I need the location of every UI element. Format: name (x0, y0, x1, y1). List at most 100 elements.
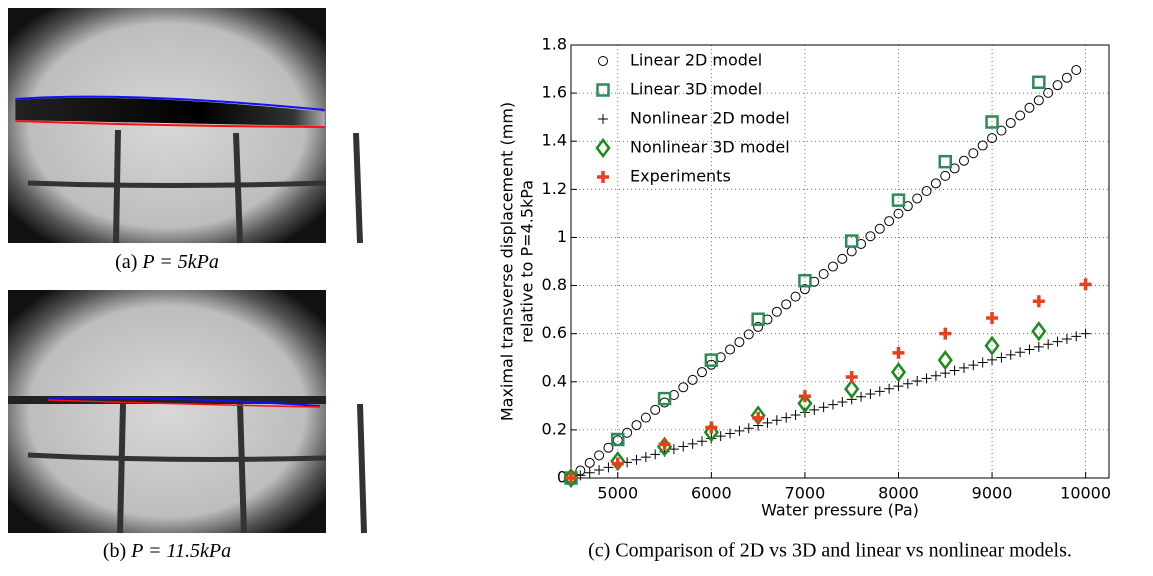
point (996, 125, 1007, 136)
point (837, 396, 848, 407)
x-tick-label: 9000 (972, 484, 1013, 503)
point (818, 269, 829, 280)
point (743, 329, 754, 340)
point (939, 327, 952, 340)
point (985, 115, 999, 129)
point (837, 253, 848, 264)
caption-formula: P = 5kPa (141, 251, 218, 273)
point (1031, 321, 1047, 342)
point (893, 208, 904, 219)
point (640, 452, 651, 463)
point (865, 231, 876, 242)
point (715, 431, 726, 442)
point (611, 432, 625, 447)
point (912, 193, 923, 204)
point (658, 438, 671, 451)
point (902, 378, 913, 389)
point (874, 386, 885, 397)
point (938, 154, 953, 169)
point (930, 178, 941, 189)
point (668, 444, 679, 455)
point (884, 216, 895, 227)
point (725, 344, 736, 355)
point (958, 362, 969, 373)
point (703, 422, 719, 443)
point (1052, 336, 1063, 347)
point (631, 420, 642, 431)
point (584, 457, 595, 468)
point (977, 140, 988, 151)
point (687, 438, 698, 449)
point (1079, 278, 1092, 291)
point (884, 383, 895, 394)
point (809, 404, 820, 415)
legend-label: Nonlinear 3D model (630, 138, 790, 157)
y-tick-label: 1.2 (542, 179, 567, 198)
point (1033, 341, 1044, 352)
point (930, 370, 941, 381)
point (798, 390, 811, 403)
x-tick-label: 5000 (597, 484, 638, 503)
legend-marker (596, 83, 610, 97)
point (696, 367, 707, 378)
plot-frame (570, 44, 1110, 479)
point (949, 365, 960, 376)
y-tick-label: 1.6 (542, 83, 567, 102)
point (968, 148, 979, 159)
point (752, 411, 765, 424)
point (1032, 75, 1046, 90)
point (1043, 87, 1054, 98)
point (678, 441, 689, 452)
point (1071, 331, 1082, 342)
caption-label: (b) (103, 540, 126, 562)
point (865, 389, 876, 400)
point (575, 470, 586, 481)
y-tick-label: 0.6 (542, 323, 567, 342)
point (846, 246, 857, 257)
point (584, 467, 595, 478)
point (844, 378, 860, 400)
legend-label: Experiments (630, 167, 731, 186)
legend-marker (598, 114, 608, 124)
point (893, 381, 904, 392)
point (827, 261, 838, 272)
point (771, 415, 782, 426)
point (940, 170, 951, 181)
point (1080, 328, 1091, 339)
point (827, 399, 838, 410)
point (921, 186, 932, 197)
legend-label: Nonlinear 2D model (630, 109, 790, 128)
point (968, 360, 979, 371)
point (631, 454, 642, 465)
y-tick-label: 0.8 (542, 275, 567, 294)
legend-marker (597, 171, 609, 183)
legend-label: Linear 3D model (630, 80, 762, 99)
point (912, 376, 923, 387)
x-axis-label: Water pressure (Pa) (761, 501, 919, 520)
point (696, 436, 707, 447)
y-tick-label: 1 (557, 227, 567, 246)
point (640, 412, 651, 423)
caption-c: (c) Comparison of 2D vs 3D and linear vs… (588, 540, 1072, 562)
point (1015, 110, 1026, 121)
point (611, 457, 624, 470)
y-axis-label: Maximal transverse displacement (mm) (498, 102, 517, 421)
point (892, 346, 905, 359)
point (844, 234, 859, 248)
point (657, 391, 672, 406)
point (705, 421, 718, 434)
point (762, 417, 773, 428)
y-tick-label: 1.4 (542, 131, 567, 150)
point (734, 337, 745, 348)
point (563, 467, 579, 489)
point (1061, 333, 1072, 344)
point (743, 423, 754, 434)
point (594, 465, 605, 476)
point (987, 133, 998, 144)
caption-formula: P = 11.5kPa (130, 540, 231, 562)
y-tick-label: 0.4 (542, 371, 567, 390)
point (565, 472, 577, 484)
point (1024, 102, 1035, 113)
point (1005, 349, 1016, 360)
photo-a (8, 8, 363, 244)
